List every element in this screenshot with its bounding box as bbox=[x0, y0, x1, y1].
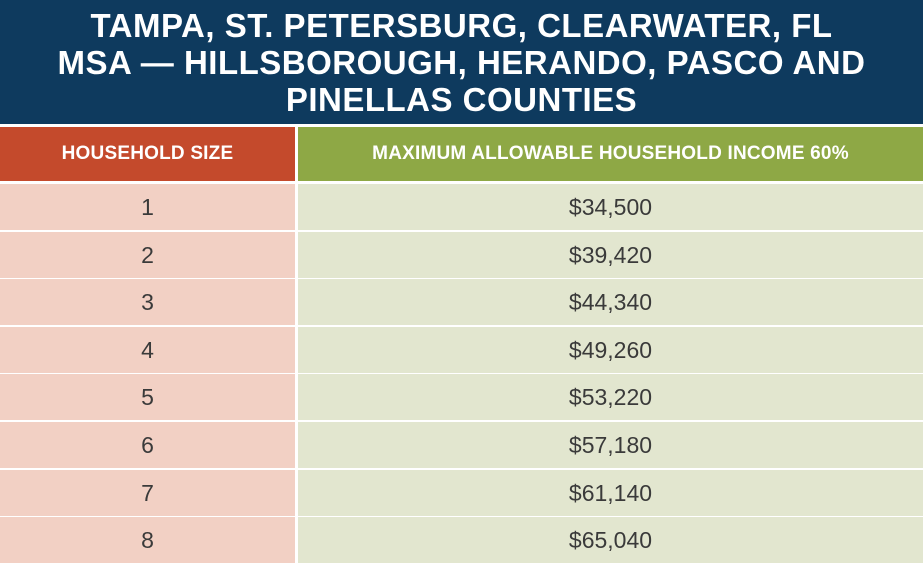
title-line-1: TAMPA, ST. PETERSBURG, CLEARWATER, FL bbox=[90, 6, 833, 44]
household-size-cell: 5 bbox=[0, 374, 295, 420]
household-size-cell: 4 bbox=[0, 327, 295, 373]
max-income-cell: $61,140 bbox=[298, 470, 923, 516]
table-row: 5 $53,220 bbox=[0, 374, 923, 420]
title-line-3: PINELLAS COUNTIES bbox=[285, 80, 638, 118]
max-income-cell: $44,340 bbox=[298, 279, 923, 325]
max-income-cell: $34,500 bbox=[298, 184, 923, 230]
table-row: 3 $44,340 bbox=[0, 279, 923, 325]
household-size-cell: 2 bbox=[0, 232, 295, 278]
table-row: 7 $61,140 bbox=[0, 470, 923, 516]
max-income-cell: $49,260 bbox=[298, 327, 923, 373]
table-row: 8 $65,040 bbox=[0, 517, 923, 563]
table-title: TAMPA, ST. PETERSBURG, CLEARWATER, FL MS… bbox=[0, 0, 923, 124]
household-size-cell: 7 bbox=[0, 470, 295, 516]
max-income-cell: $39,420 bbox=[298, 232, 923, 278]
max-income-cell: $65,040 bbox=[298, 517, 923, 563]
column-header-household-size: HOUSEHOLD SIZE bbox=[0, 127, 295, 181]
table-row: 1 $34,500 bbox=[0, 184, 923, 230]
table-row: 6 $57,180 bbox=[0, 422, 923, 468]
max-income-cell: $53,220 bbox=[298, 374, 923, 420]
household-size-cell: 6 bbox=[0, 422, 295, 468]
column-header-max-income: MAXIMUM ALLOWABLE HOUSEHOLD INCOME 60% bbox=[298, 127, 923, 181]
household-size-cell: 1 bbox=[0, 184, 295, 230]
table-row: 2 $39,420 bbox=[0, 232, 923, 278]
household-size-cell: 3 bbox=[0, 279, 295, 325]
title-line-2: MSA — HILLSBOROUGH, HERANDO, PASCO AND bbox=[57, 43, 866, 81]
household-size-cell: 8 bbox=[0, 517, 295, 563]
max-income-cell: $57,180 bbox=[298, 422, 923, 468]
table-row: 4 $49,260 bbox=[0, 327, 923, 373]
